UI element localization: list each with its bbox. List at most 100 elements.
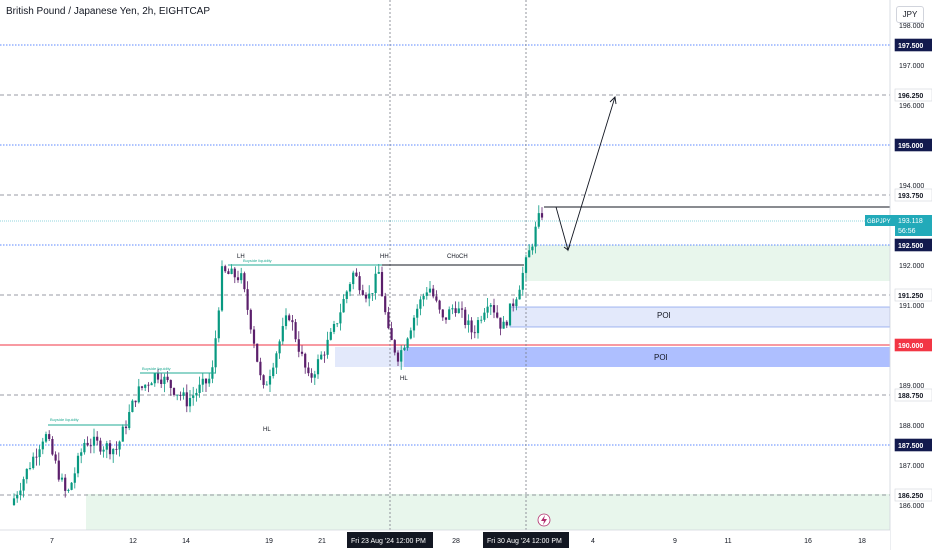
candle-body-73 [246, 289, 249, 310]
level-badge-text-0: 197.500 [898, 43, 923, 50]
candle-body-51 [176, 394, 179, 396]
level-badge-text-3: 193.750 [898, 193, 923, 200]
candle-body-52 [179, 394, 182, 396]
candle-body-154 [505, 321, 508, 326]
candle-body-11 [48, 434, 51, 440]
candle-body-42 [147, 384, 150, 386]
label-lh: LH [237, 254, 245, 260]
time-highlight-2-text: Fri 30 Aug '24 12:00 PM [487, 538, 562, 545]
candle-body-88 [294, 322, 297, 340]
level-badge-text-8: 187.500 [898, 443, 923, 450]
level-badge-7 [894, 388, 932, 402]
y-tick-label-9: 189.000 [899, 383, 924, 390]
candle-body-85 [284, 315, 288, 327]
candle-body-110 [364, 294, 368, 299]
candle-body-7 [35, 456, 38, 458]
candle-body-49 [169, 380, 172, 389]
candle-body-64 [217, 310, 220, 339]
candle-body-133 [438, 300, 441, 310]
candle-body-122 [403, 347, 406, 351]
candle-body-18 [70, 482, 73, 490]
candle-body-129 [425, 292, 428, 296]
candle-body-118 [390, 328, 393, 341]
candle-body-160 [524, 257, 528, 273]
candle-body-157 [515, 299, 518, 307]
candle-body-41 [144, 384, 147, 388]
candle-body-150 [492, 305, 496, 313]
candle-body-109 [361, 290, 364, 295]
candle-body-48 [166, 376, 169, 381]
x-tick-label-6: 4 [591, 538, 595, 545]
candle-body-138 [454, 308, 457, 314]
candle-body-25 [92, 436, 96, 446]
candle-body-44 [153, 373, 156, 384]
candle-body-102 [339, 312, 342, 324]
candle-body-161 [528, 250, 531, 258]
candle-body-94 [313, 374, 316, 378]
candle-body-57 [195, 392, 198, 396]
candle-body-108 [358, 276, 361, 291]
candle-body-15 [60, 477, 64, 480]
candle-body-0 [12, 498, 16, 505]
candle-body-65 [220, 266, 224, 311]
key-levels [0, 44, 890, 496]
candle-body-14 [57, 460, 60, 480]
candle-body-90 [300, 351, 304, 354]
lightning-icon[interactable] [537, 513, 551, 527]
candle-body-111 [368, 293, 371, 299]
candle-body-93 [310, 373, 313, 378]
candle-body-146 [480, 319, 483, 321]
level-badge-text-5: 191.250 [898, 293, 923, 300]
candle-body-33 [118, 441, 121, 450]
x-tick-label-0: 7 [50, 538, 54, 545]
projection-arrow [555, 96, 616, 252]
candle-body-29 [105, 443, 108, 450]
candle-body-106 [352, 272, 355, 285]
candle-body-80 [268, 376, 272, 385]
candle-body-137 [451, 308, 454, 310]
candle-body-40 [140, 386, 144, 388]
poi-label-upper: POI [657, 311, 671, 320]
label-hl-2: HL [400, 376, 408, 382]
label-choch: CHoCH [447, 254, 468, 260]
level-badge-text-6: 190.000 [898, 343, 923, 350]
candle-body-125 [412, 317, 416, 331]
candle-body-68 [230, 268, 233, 275]
symbol-title: British Pound / Japanese Yen, 2h, EIGHTC… [6, 6, 211, 17]
time-highlight-2: Fri 30 Aug '24 12:00 PM [483, 532, 569, 548]
candle-body-59 [201, 378, 204, 385]
projection-arrow-head [609, 96, 617, 105]
time-axis[interactable] [0, 529, 890, 550]
candle-body-149 [489, 305, 492, 307]
poi-zone-upper [509, 306, 891, 328]
level-badge-8 [894, 438, 932, 452]
candle-body-148 [486, 306, 489, 313]
candle-body-115 [380, 272, 384, 297]
candle-body-84 [281, 326, 284, 342]
candle-body-101 [336, 323, 339, 325]
time-axis-labels: 7 12 14 19 21 28 4 9 11 16 18 [50, 538, 866, 545]
y-tick-label-6: 192.000 [899, 263, 924, 270]
y-tick-label-0: 198.000 [899, 23, 924, 30]
poi-zone-lower [404, 347, 890, 367]
level-badge-1 [894, 88, 932, 102]
candle-body-89 [297, 339, 300, 352]
y-tick-label-10: 188.000 [899, 423, 924, 430]
candle-body-13 [54, 454, 57, 461]
current-price: 193.118 [898, 218, 923, 225]
candle-body-1 [16, 495, 19, 499]
level-badge-9 [894, 488, 932, 502]
label-buyside-3: Buyside liquidity [243, 258, 272, 263]
label-buyside-1: Buyside liquidity [50, 417, 79, 422]
candle-body-86 [288, 315, 291, 321]
demand-zone-upper [527, 245, 890, 281]
candle-body-92 [307, 367, 310, 374]
candle-body-47 [163, 376, 166, 384]
candle-body-26 [96, 436, 99, 441]
candle-body-142 [467, 320, 470, 325]
candle-body-163 [534, 226, 537, 247]
currency-button[interactable]: JPY [896, 6, 924, 23]
candle-body-95 [316, 359, 320, 375]
level-badge-text-7: 188.750 [898, 393, 923, 400]
